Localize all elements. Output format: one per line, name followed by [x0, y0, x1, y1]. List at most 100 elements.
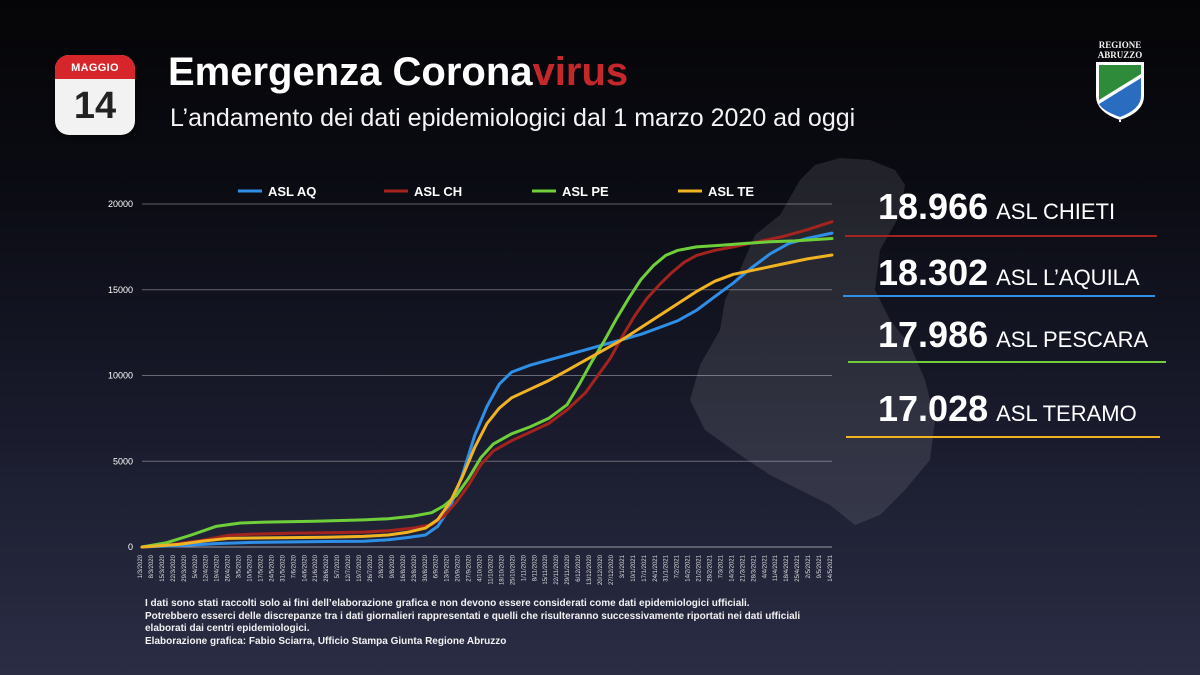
regione-abruzzo-logo: REGIONE ABRUZZO: [1093, 40, 1147, 124]
legend-label: ASL AQ: [268, 184, 316, 199]
x-tick-label: 10/5/2020: [248, 554, 254, 581]
x-tick-label: 10/1/2021: [631, 554, 637, 581]
x-tick-label: 25/4/2021: [795, 554, 801, 581]
logo-shield-icon: [1096, 62, 1144, 124]
x-tick-label: 31/1/2021: [664, 554, 670, 581]
x-tick-label: 29/11/2020: [565, 554, 571, 584]
x-tick-label: 22/3/2020: [171, 554, 177, 581]
x-tick-label: 14/5/2021: [828, 554, 834, 581]
x-tick-label: 26/4/2020: [226, 554, 232, 581]
x-tick-label: 14/3/2021: [729, 554, 735, 581]
x-tick-label: 3/5/2020: [237, 554, 243, 578]
x-tick-label: 28/2/2021: [708, 554, 714, 581]
x-tick-label: 27/12/2020: [609, 554, 615, 585]
stat-value: 18.302: [878, 252, 989, 293]
x-tick-label: 18/4/2021: [784, 554, 790, 581]
x-tick-label: 2/8/2020: [379, 554, 385, 578]
x-tick-label: 19/4/2020: [215, 554, 221, 581]
disclaimer-notes: I dati sono stati raccolti solo ai fini …: [145, 598, 800, 648]
y-tick-label: 20000: [108, 199, 133, 209]
stat-name: ASL L’AQUILA: [996, 265, 1140, 290]
note-line: I dati sono stati raccolti solo ai fini …: [145, 598, 750, 609]
x-tick-label: 8/11/2020: [532, 554, 538, 581]
x-tick-label: 11/4/2021: [773, 554, 779, 581]
page-title: Emergenza Coronavirus: [168, 50, 628, 95]
y-tick-label: 10000: [108, 371, 133, 381]
series-line-asl-te: [140, 253, 834, 549]
x-tick-label: 31/5/2020: [280, 554, 286, 581]
stat-value: 17.028: [878, 388, 989, 429]
note-line: Potrebbero esserci delle discrepanze tra…: [145, 610, 801, 622]
stat-item: 17.028 ASL TERAMO: [878, 388, 1137, 429]
y-tick-label: 0: [128, 542, 133, 552]
x-tick-label: 21/3/2021: [740, 554, 746, 581]
x-tick-label: 15/11/2020: [543, 554, 549, 584]
x-tick-label: 8/3/2020: [149, 554, 155, 578]
note-line: Elaborazione grafica: Fabio Sciarra, Uff…: [145, 635, 507, 647]
logo-text-line2: ABRUZZO: [1097, 50, 1143, 60]
stat-name: ASL PESCARA: [996, 327, 1149, 352]
stat-item: 17.986 ASL PESCARA: [878, 314, 1149, 355]
x-tick-label: 4/10/2020: [478, 554, 484, 581]
stat-name: ASL TERAMO: [996, 401, 1137, 426]
calendar-day: 14: [73, 85, 117, 127]
stat-underline: [845, 235, 1157, 237]
x-tick-label: 22/11/2020: [554, 554, 560, 584]
legend-label: ASL CH: [414, 184, 462, 199]
x-tick-label: 5/7/2020: [335, 554, 341, 578]
x-tick-label: 14/2/2021: [686, 554, 692, 581]
x-tick-label: 18/10/2020: [499, 554, 505, 585]
x-tick-label: 25/10/2020: [510, 554, 516, 585]
stat-underline: [846, 436, 1160, 438]
series-line-asl-ch: [140, 220, 834, 549]
x-tick-label: 26/7/2020: [368, 554, 374, 581]
x-tick-label: 29/3/2020: [182, 554, 188, 581]
x-tick-label: 21/6/2020: [313, 554, 319, 581]
x-tick-label: 12/7/2020: [346, 554, 352, 581]
stat-underline: [848, 361, 1166, 363]
x-tick-label: 12/4/2020: [204, 554, 210, 581]
x-tick-label: 15/3/2020: [160, 554, 166, 581]
y-tick-label: 5000: [113, 456, 133, 466]
stat-value: 17.986: [878, 314, 989, 355]
title-main: Emergenza Corona: [168, 50, 533, 94]
calendar-month: MAGGIO: [55, 55, 135, 79]
x-tick-label: 5/4/2020: [193, 554, 199, 578]
y-tick-label: 15000: [108, 285, 133, 295]
x-tick-label: 27/9/2020: [467, 554, 473, 581]
x-tick-label: 28/3/2021: [751, 554, 757, 581]
x-tick-label: 11/10/2020: [488, 554, 494, 584]
stat-underline: [843, 295, 1155, 297]
x-tick-label: 7/6/2020: [291, 554, 297, 578]
x-tick-label: 20/12/2020: [598, 554, 604, 585]
legend-label: ASL TE: [708, 184, 754, 199]
x-tick-label: 19/7/2020: [357, 554, 363, 581]
x-tick-label: 16/8/2020: [401, 554, 407, 581]
x-tick-label: 24/1/2021: [653, 554, 659, 581]
series-line-asl-pe: [140, 237, 834, 549]
stat-name: ASL CHIETI: [996, 199, 1116, 224]
legend-label: ASL PE: [562, 184, 609, 199]
series-line-asl-aq: [140, 231, 834, 549]
x-tick-label: 9/8/2020: [390, 554, 396, 578]
x-tick-label: 7/2/2021: [675, 554, 681, 578]
logo-text-line1: REGIONE: [1098, 40, 1142, 50]
page-subtitle: L’andamento dei dati epidemiologici dal …: [170, 104, 856, 132]
x-tick-label: 21/2/2021: [697, 554, 703, 581]
stat-value: 18.966: [878, 186, 989, 227]
x-tick-label: 17/1/2021: [642, 554, 648, 581]
title-accent: virus: [532, 50, 629, 94]
x-tick-label: 23/8/2020: [412, 554, 418, 581]
x-tick-label: 1/3/2020: [138, 554, 144, 578]
x-tick-label: 30/8/2020: [423, 554, 429, 581]
x-tick-label: 9/5/2021: [817, 554, 823, 578]
x-tick-label: 20/9/2020: [456, 554, 462, 581]
x-tick-label: 3/1/2021: [620, 554, 626, 578]
x-tick-label: 13/12/2020: [587, 554, 593, 585]
calendar-icon: MAGGIO 14: [55, 55, 135, 135]
x-tick-label: 4/4/2021: [762, 554, 768, 578]
x-tick-label: 17/5/2020: [258, 554, 264, 581]
x-tick-label: 24/5/2020: [269, 554, 275, 581]
note-line: elaborati dai centri epidemiologici.: [145, 623, 310, 634]
